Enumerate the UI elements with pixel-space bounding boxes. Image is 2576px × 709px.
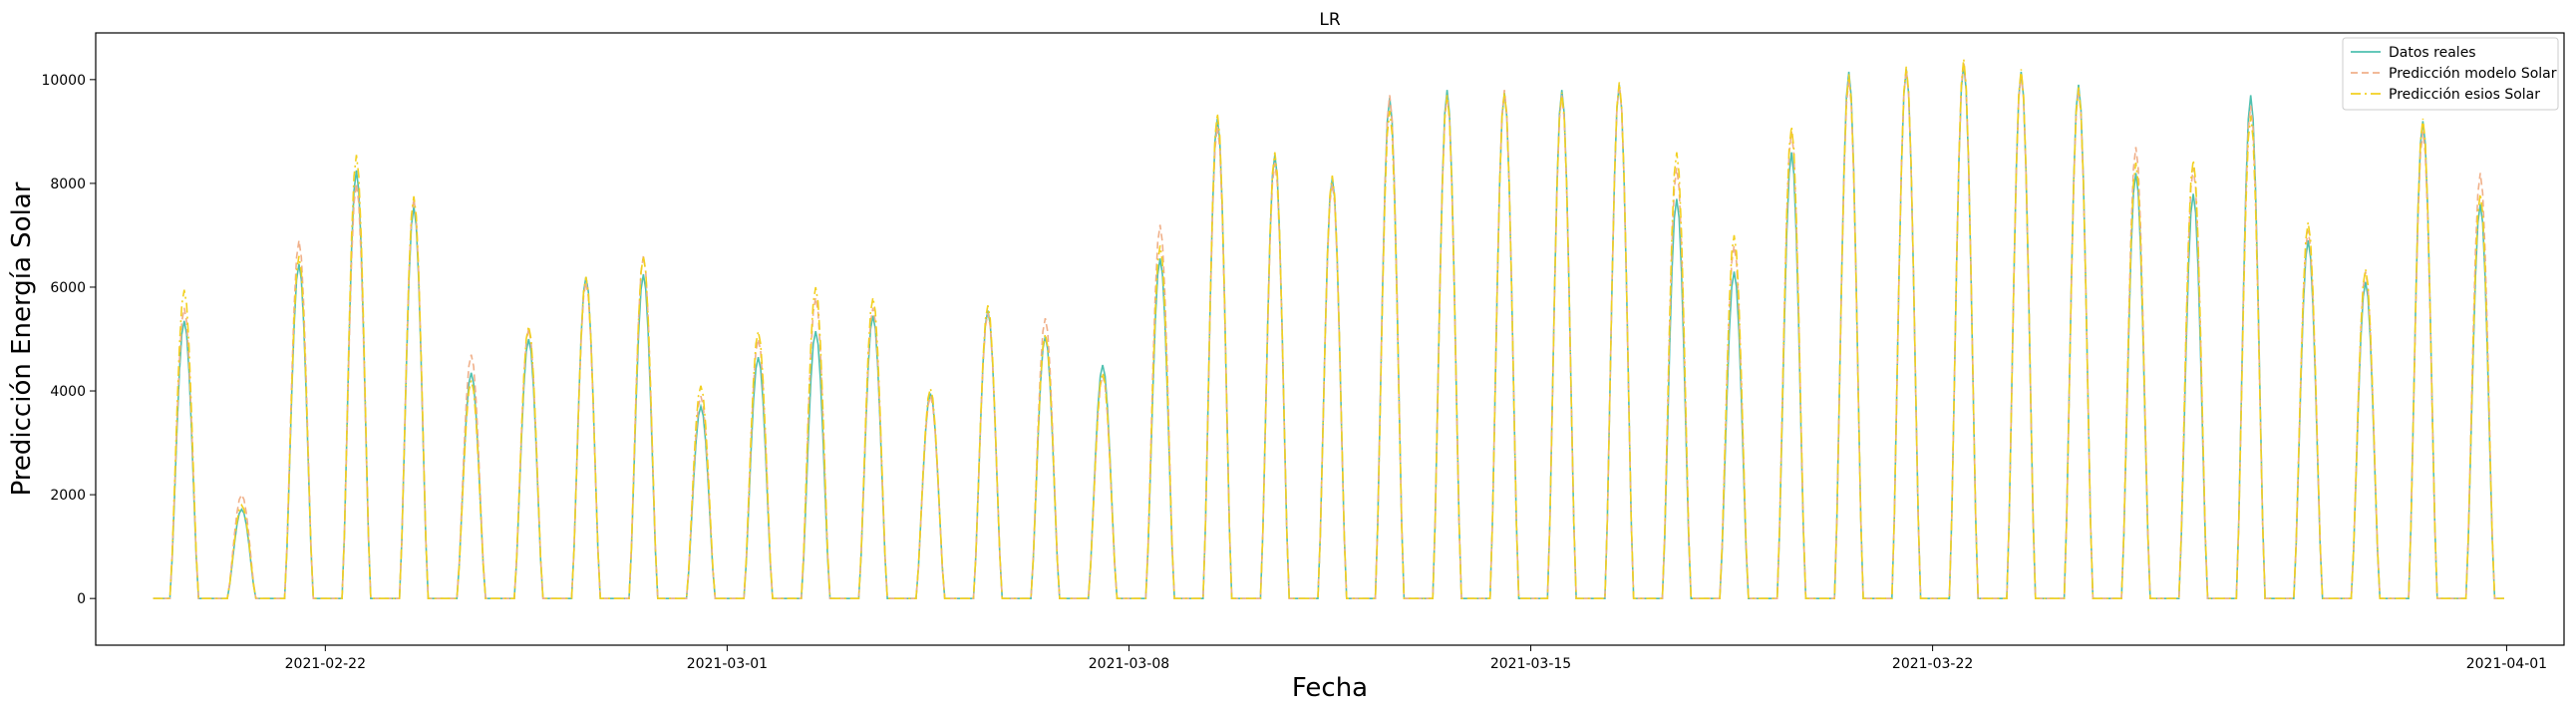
y-tick-label: 2000 xyxy=(50,488,86,504)
y-tick-label: 0 xyxy=(77,591,86,607)
x-axis-label: Fecha xyxy=(1292,673,1368,703)
y-axis-label: Predicción Energía Solar xyxy=(7,181,37,496)
y-tick-label: 4000 xyxy=(50,384,86,400)
y-tick-label: 10000 xyxy=(41,73,86,89)
x-axis: 2021-02-22 2021-03-01 2021-03-08 2021-03-15… xyxy=(285,645,2547,672)
x-tick-label: 2021-02-22 xyxy=(285,656,366,672)
legend: Datos reales Predicción modelo Solar Predi… xyxy=(2342,37,2559,111)
y-axis: 0 2000 4000 6000 8000 10000 xyxy=(41,73,96,607)
series-line-2 xyxy=(153,61,2504,599)
y-tick-label: 6000 xyxy=(50,280,86,296)
series-line-3 xyxy=(153,58,2504,599)
chart-title: LR xyxy=(1319,10,1340,30)
legend-label: Datos reales xyxy=(2389,45,2476,61)
x-tick-label: 2021-03-15 xyxy=(1490,656,1571,672)
series-layer xyxy=(153,58,2504,599)
legend-label: Predicción modelo Solar xyxy=(2389,66,2557,82)
y-tick-label: 8000 xyxy=(50,177,86,192)
x-tick-label: 2021-03-01 xyxy=(687,656,768,672)
x-tick-label: 2021-04-01 xyxy=(2466,656,2547,672)
legend-box xyxy=(2342,37,2559,111)
series-line-1 xyxy=(153,64,2504,599)
legend-label: Predicción esios Solar xyxy=(2389,87,2540,103)
x-tick-label: 2021-03-22 xyxy=(1892,656,1973,672)
x-tick-label: 2021-03-08 xyxy=(1089,656,1169,672)
plot-area xyxy=(95,32,2565,646)
